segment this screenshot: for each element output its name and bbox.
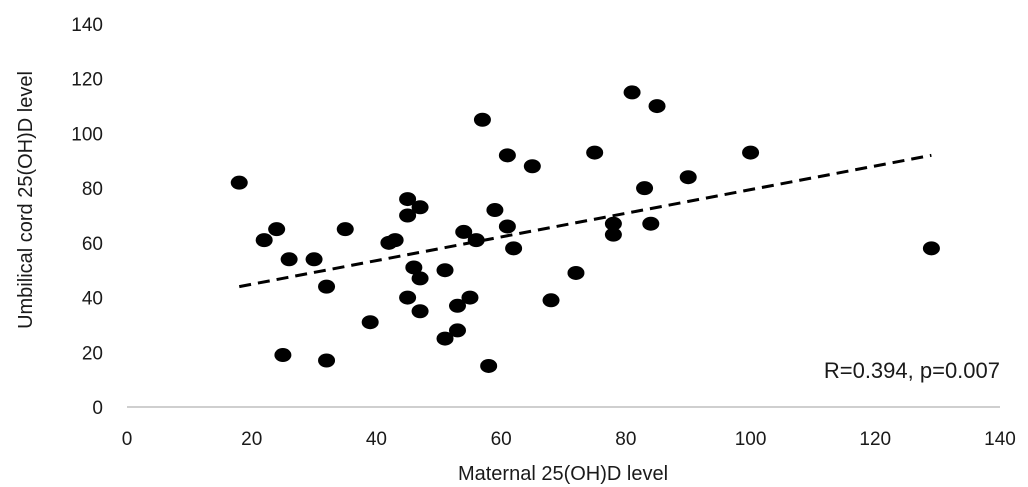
y-tick-label: 20: [82, 343, 103, 364]
x-tick-label: 20: [241, 429, 262, 450]
data-point: [486, 203, 504, 218]
y-tick-label: 80: [82, 179, 103, 200]
x-tick-label: 0: [122, 429, 133, 450]
y-tick-label: 100: [71, 124, 103, 145]
correlation-annotation: R=0.394, p=0.007: [824, 358, 1000, 383]
data-point: [742, 145, 760, 160]
data-points-layer: [230, 85, 940, 373]
data-point: [523, 159, 541, 174]
data-point: [399, 192, 417, 207]
data-point: [318, 279, 336, 294]
data-point: [922, 241, 940, 256]
data-point: [411, 271, 429, 286]
y-tick-label: 120: [71, 70, 103, 91]
y-tick-label: 140: [71, 15, 103, 36]
data-point: [268, 222, 286, 237]
trendline: [238, 153, 932, 289]
data-point: [399, 208, 417, 223]
data-point: [255, 233, 273, 248]
data-point: [461, 290, 479, 305]
data-point: [448, 323, 466, 338]
data-point: [436, 263, 454, 278]
data-point: [467, 233, 485, 248]
y-tick-label: 40: [82, 289, 103, 310]
x-tick-label: 120: [859, 429, 891, 450]
data-point: [542, 293, 560, 308]
data-point: [405, 260, 423, 275]
data-point: [586, 145, 604, 160]
data-point: [455, 224, 473, 239]
x-tick-label: 60: [491, 429, 512, 450]
data-point: [679, 170, 697, 185]
data-point: [642, 216, 660, 231]
x-tick-label: 100: [735, 429, 767, 450]
data-point: [411, 200, 429, 215]
data-point: [567, 265, 585, 280]
y-tick-label: 0: [92, 398, 103, 419]
x-axis-title: Maternal 25(OH)D level: [458, 463, 668, 485]
data-point: [274, 348, 292, 363]
data-point: [436, 331, 454, 346]
data-point: [498, 219, 516, 234]
data-point: [604, 227, 622, 242]
data-point: [473, 112, 491, 127]
data-point: [448, 298, 466, 313]
x-tick-labels: 0 20 40 60 80 100 120 140: [122, 429, 1016, 450]
y-tick-labels: 0 20 40 60 80 100 120 140: [71, 15, 103, 419]
data-point: [498, 148, 516, 163]
trendline-layer: [238, 153, 932, 289]
data-point: [230, 175, 248, 190]
data-point: [336, 222, 354, 237]
data-point: [280, 252, 298, 267]
data-point: [411, 304, 429, 319]
data-point: [648, 99, 666, 114]
data-point: [386, 233, 404, 248]
x-tick-label: 80: [615, 429, 636, 450]
data-point: [399, 290, 417, 305]
data-point: [318, 353, 336, 368]
data-point: [636, 181, 654, 196]
y-tick-label: 60: [82, 234, 103, 255]
data-point: [305, 252, 323, 267]
y-axis-title: Umbilical cord 25(OH)D level: [15, 71, 37, 329]
data-point: [604, 216, 622, 231]
data-point: [623, 85, 641, 100]
x-tick-label: 40: [366, 429, 387, 450]
data-point: [505, 241, 523, 256]
data-point: [480, 358, 498, 373]
x-tick-label: 140: [984, 429, 1016, 450]
data-point: [361, 315, 379, 330]
